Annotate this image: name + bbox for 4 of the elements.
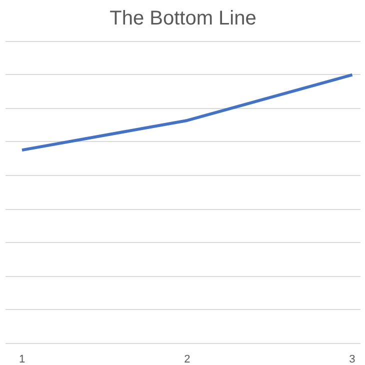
x-tick-label: 2 — [184, 354, 190, 365]
x-tick-label: 3 — [349, 354, 356, 365]
x-tick-label: 1 — [18, 354, 26, 365]
chart-title: The Bottom Line — [110, 8, 256, 30]
